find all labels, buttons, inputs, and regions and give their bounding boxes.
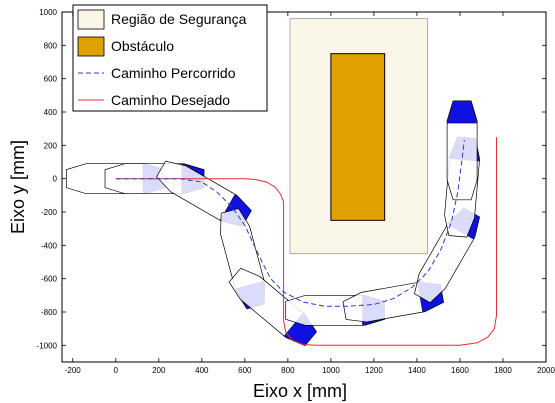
plot-layer [65, 18, 497, 347]
legend-swatch [77, 9, 105, 30]
y-tick-label: 0 [53, 175, 58, 184]
x-tick-label: 1200 [365, 366, 383, 375]
y-tick-label: -400 [41, 241, 58, 250]
x-tick-label: 1600 [451, 366, 469, 375]
series-line-desired [115, 137, 497, 346]
robot-pose [446, 100, 478, 201]
obstacle [330, 53, 386, 221]
x-tick-label: 200 [152, 366, 166, 375]
x-tick-label: 1800 [494, 366, 512, 375]
y-axis-label: Eixo y [mm] [8, 140, 28, 234]
x-tick-label: 800 [281, 366, 295, 375]
y-tick-label: -200 [41, 208, 58, 217]
y-tick-label: 600 [44, 75, 58, 84]
tick-layer: -200 0 200 400 600 800 1000 1200 1400 1600 1800 200… [37, 8, 555, 375]
legend-label: Caminho Percorrido [111, 65, 236, 81]
robot-sensor-wedge [446, 100, 478, 124]
x-tick-label: 1400 [408, 366, 426, 375]
x-tick-label: 1000 [322, 366, 340, 375]
y-tick-label: 800 [44, 41, 58, 50]
legend-label: Região de Segurança [111, 11, 247, 27]
y-tick-label: -600 [41, 275, 58, 284]
x-tick-label: 400 [195, 366, 209, 375]
legend: Região de Segurança Obstáculo Caminho Perc… [72, 4, 268, 112]
x-tick-label: 600 [238, 366, 252, 375]
y-tick-label: -1000 [37, 341, 58, 350]
legend-label: Obstáculo [111, 38, 174, 54]
x-tick-label: 0 [114, 366, 119, 375]
y-tick-label: 200 [44, 141, 58, 150]
robot-body [446, 100, 478, 201]
legend-swatch [77, 36, 105, 57]
series-line-traveled [115, 140, 465, 307]
y-tick-label: 400 [44, 108, 58, 117]
x-tick-label: -200 [65, 366, 82, 375]
legend-box [72, 4, 268, 112]
x-tick-label: 2000 [537, 366, 555, 375]
legend-label: Caminho Desejado [111, 92, 230, 108]
y-tick-label: -800 [41, 308, 58, 317]
y-tick-label: 1000 [39, 8, 57, 17]
x-axis-label: Eixo x [mm] [253, 381, 347, 401]
